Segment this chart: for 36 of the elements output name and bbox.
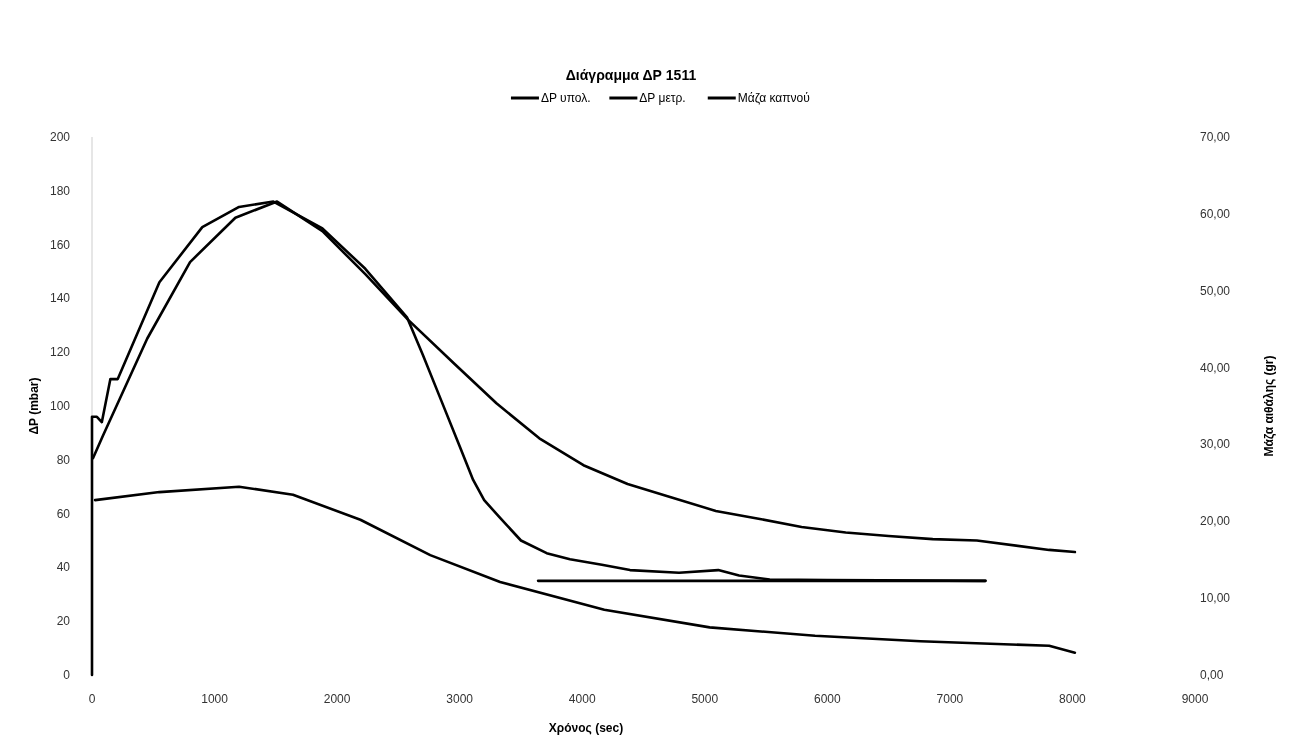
- y-tick-label: 180: [49, 183, 71, 198]
- y2-tick-label: 50,00: [1200, 283, 1231, 298]
- y-axis-title: ΔP (mbar): [27, 377, 41, 435]
- x-tick-label: 2000: [323, 692, 351, 706]
- y2-tick-label: 0,00: [1200, 668, 1224, 682]
- y2-axis-title: Μάζα αιθάλης (gr): [1262, 355, 1276, 457]
- x-tick-label: 7000: [936, 692, 964, 706]
- x-tick-label: 1000: [201, 692, 229, 706]
- y2-tick-label: 70,00: [1200, 130, 1231, 144]
- x-tick-label: 5000: [691, 692, 719, 706]
- x-tick-label: 0: [88, 692, 96, 706]
- x-tick-label: 8000: [1059, 692, 1087, 706]
- y-tick-label: 40: [56, 560, 71, 575]
- x-tick-label: 4000: [568, 692, 596, 706]
- y2-tick-label: 60,00: [1200, 206, 1231, 221]
- y-tick-label: 140: [49, 291, 71, 306]
- y-tick-label: 80: [56, 452, 71, 467]
- y-tick-label: 20: [56, 614, 71, 629]
- legend-label: Μάζα καπνού: [737, 91, 810, 105]
- legend-label: ΔP μετρ.: [639, 91, 686, 105]
- y2-tick-label: 30,00: [1200, 437, 1231, 452]
- y-tick-label: 0: [63, 668, 71, 682]
- chart-title: Διάγραμμα ΔΡ 1511: [565, 67, 697, 83]
- y2-tick-label: 40,00: [1200, 360, 1231, 375]
- y-tick-label: 120: [49, 345, 71, 360]
- y2-tick-label: 20,00: [1200, 514, 1231, 529]
- y-tick-label: 100: [49, 399, 71, 413]
- y-tick-label: 160: [49, 237, 71, 252]
- x-axis-title: Χρόνος (sec): [548, 721, 624, 735]
- legend-label: ΔP υπολ.: [540, 91, 591, 105]
- y-tick-label: 60: [56, 506, 71, 521]
- y-tick-label: 200: [49, 130, 71, 144]
- x-tick-label: 3000: [446, 692, 474, 706]
- y2-tick-label: 10,00: [1200, 591, 1231, 606]
- x-tick-label: 9000: [1181, 692, 1209, 706]
- x-tick-label: 6000: [813, 692, 841, 706]
